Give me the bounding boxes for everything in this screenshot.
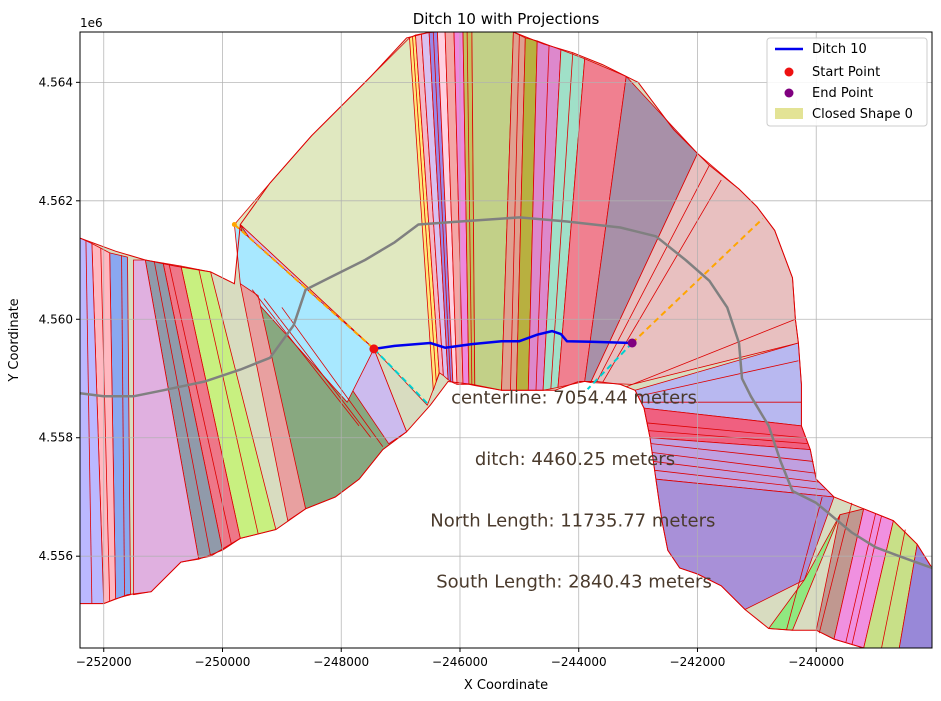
segment-divider-line — [651, 443, 814, 462]
y-axis: 4.556 4.558 4.560 4.562 4.564 — [39, 75, 80, 563]
annotation-text: South Length: 2840.43 meters — [436, 572, 712, 593]
segment-divider-line — [646, 422, 805, 439]
segment-divider-line — [412, 36, 437, 382]
segment-divider-line — [881, 529, 906, 648]
y-axis-offset-label: 1e6 — [80, 16, 103, 30]
x-axis-label: X Coordinate — [464, 678, 548, 693]
axes-frame — [79, 31, 933, 649]
ditch-line — [373, 329, 633, 351]
segment-divider-line — [845, 513, 876, 643]
y-tick-label: 4.556 — [39, 549, 73, 563]
segment-divider-line — [626, 318, 796, 388]
segment-divider-line — [648, 430, 808, 445]
lines-layer — [80, 216, 932, 570]
chart-title: Ditch 10 with Projections — [413, 10, 600, 28]
segment-divider-line — [654, 469, 826, 491]
legend-swatch-end-point — [784, 88, 794, 98]
legend-label-ditch: Ditch 10 — [812, 42, 867, 57]
segment-divider-line — [168, 264, 232, 545]
legend-label-closed-shape: Closed Shape 0 — [812, 107, 913, 122]
segment-divider-line — [263, 298, 372, 438]
segment-divider-line — [466, 32, 473, 386]
segment-divider-line — [510, 34, 520, 391]
x-tick-label: −252000 — [76, 655, 132, 669]
legend: Ditch 10 Start Point End Point Closed Sh… — [766, 37, 928, 127]
segment-divider-line — [121, 255, 125, 597]
y-tick-label: 4.562 — [39, 194, 73, 208]
end-point-marker — [627, 338, 637, 348]
x-tick-label: −246000 — [432, 655, 488, 669]
x-tick-label: −242000 — [670, 655, 726, 669]
segment-divider-line — [818, 502, 853, 634]
projection-endpoint — [231, 222, 237, 227]
y-tick-label: 4.558 — [39, 431, 73, 445]
annotation-text: ditch: 4460.25 meters — [475, 449, 675, 470]
segment-divider-line — [851, 515, 882, 646]
x-tick-label: −250000 — [195, 655, 251, 669]
legend-box — [766, 37, 928, 127]
segment-divider-line — [198, 268, 259, 534]
plot-area: centerline: 7054.44 meters ditch: 4460.25… — [80, 32, 932, 648]
segment-divider-line — [281, 307, 384, 447]
segment-divider-line — [85, 241, 93, 604]
start-point-marker — [369, 344, 379, 354]
annotation-text: centerline: 7054.44 meters — [451, 387, 697, 408]
x-tick-label: −248000 — [313, 655, 369, 669]
projection-line — [373, 348, 429, 405]
x-tick-label: −240000 — [788, 655, 844, 669]
x-axis: −252000 −250000 −248000 −246000 −244000 −2420… — [76, 648, 844, 669]
legend-label-end-point: End Point — [812, 86, 873, 101]
segment-divider-line — [638, 360, 799, 397]
projection-line — [586, 342, 633, 390]
segment-divider-line — [602, 179, 722, 383]
y-tick-label: 4.564 — [39, 75, 73, 89]
segment-divider-line — [100, 248, 111, 602]
x-tick-label: −244000 — [551, 655, 607, 669]
segment-divider-line — [652, 452, 817, 474]
centerline-path — [80, 216, 932, 570]
legend-swatch-closed-shape — [775, 108, 803, 119]
segment-divider-line — [432, 32, 451, 382]
annotation-text: North Length: 11735.77 meters — [430, 511, 715, 532]
segment-divider-line — [596, 165, 710, 383]
closed-shape-outline — [80, 32, 932, 648]
annotation-layer: centerline: 7054.44 meters ditch: 4460.25… — [430, 387, 715, 592]
projection-line — [233, 223, 375, 350]
segment-divider-line — [535, 45, 550, 391]
y-tick-label: 4.560 — [39, 312, 73, 326]
legend-label-start-point: Start Point — [812, 65, 880, 80]
segment-divider-line — [153, 261, 212, 557]
y-axis-label: Y Coordinate — [7, 298, 22, 382]
hatch-layer — [85, 32, 906, 648]
segment-divider-line — [653, 461, 820, 483]
legend-swatch-start-point — [784, 67, 794, 77]
projection-line — [631, 217, 764, 344]
